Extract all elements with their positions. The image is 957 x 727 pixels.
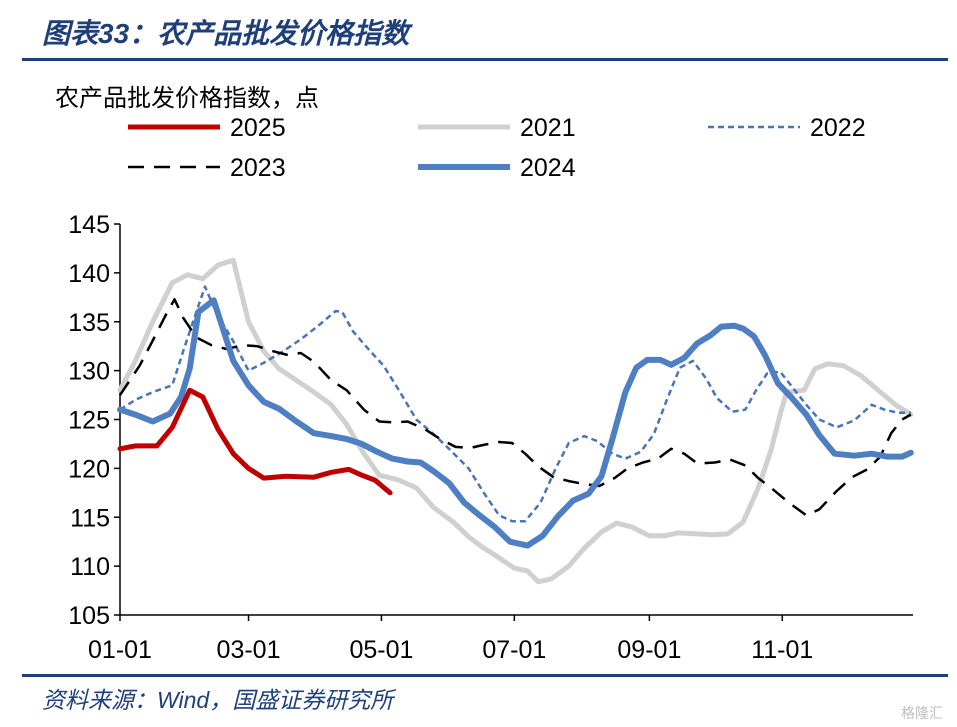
chart-legend: 2025 2021 2022 2023 2024 xyxy=(128,114,866,182)
series-line-2025 xyxy=(117,387,393,496)
y-tick-label: 125 xyxy=(68,407,110,435)
y-tick-label: 135 xyxy=(68,309,110,337)
chart-axes: 105 110 115 120 125 130 135 140 145 01-01 03-01 05-… xyxy=(68,211,913,664)
series-line-2021 xyxy=(117,257,914,585)
y-tick-label: 145 xyxy=(68,211,110,239)
series-line-2024 xyxy=(117,297,914,549)
chart-series xyxy=(117,257,914,585)
x-tick-label: 05-01 xyxy=(349,636,413,664)
y-tick-label: 130 xyxy=(68,358,110,386)
footer-divider xyxy=(22,674,948,677)
x-tick-label: 09-01 xyxy=(617,636,681,664)
legend-label-2025: 2025 xyxy=(230,114,286,142)
x-tick-label: 01-01 xyxy=(88,636,152,664)
y-tick-label: 120 xyxy=(68,455,110,483)
watermark: 格隆汇 xyxy=(901,705,943,721)
x-tick-label: 11-01 xyxy=(751,636,813,664)
y-tick-label: 140 xyxy=(68,260,110,288)
page-title: 图表33：农产品批发价格指数 xyxy=(42,18,410,49)
x-tick-label: 07-01 xyxy=(482,636,546,664)
y-tick-label: 105 xyxy=(68,602,110,630)
y-tick-label: 110 xyxy=(70,553,110,581)
y-axis-unit-label: 农产品批发价格指数，点 xyxy=(55,85,319,112)
source-note: 资料来源：Wind，国盛证券研究所 xyxy=(42,687,394,713)
series-line-2023 xyxy=(118,298,912,517)
x-tick-label: 03-01 xyxy=(217,636,281,664)
legend-label-2023: 2023 xyxy=(230,154,286,182)
legend-label-2021: 2021 xyxy=(520,114,576,142)
legend-label-2022: 2022 xyxy=(810,114,866,142)
title-divider xyxy=(22,58,948,61)
y-tick-label: 115 xyxy=(70,504,110,532)
legend-label-2024: 2024 xyxy=(520,154,576,182)
series-line-2022 xyxy=(119,285,911,523)
